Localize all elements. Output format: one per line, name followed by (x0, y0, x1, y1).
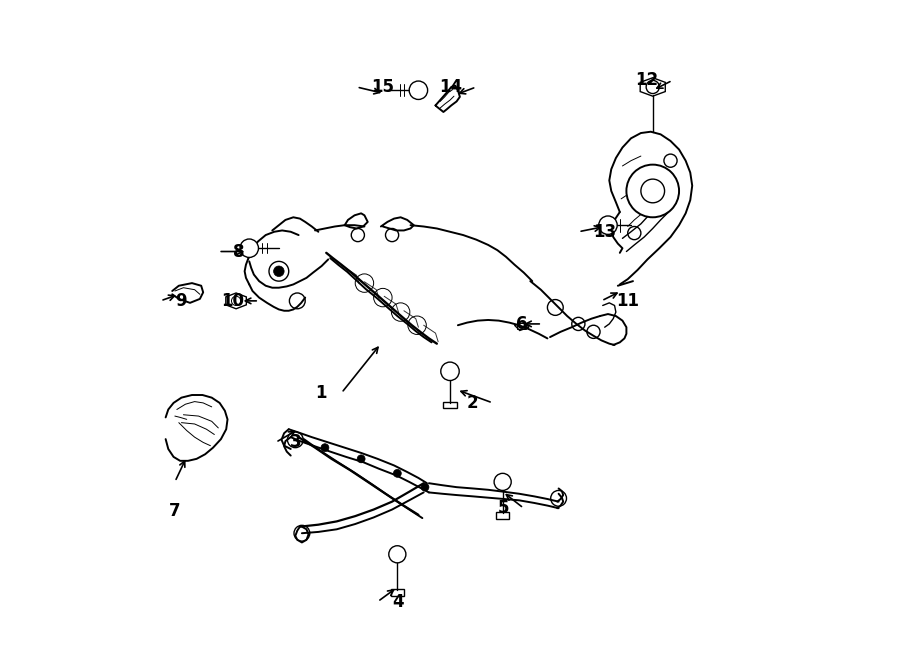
Bar (518, 323, 526, 329)
Bar (391, 589, 404, 596)
Circle shape (389, 546, 406, 563)
Text: 8: 8 (233, 243, 244, 260)
Text: 11: 11 (616, 292, 639, 310)
Text: 12: 12 (634, 71, 658, 89)
Text: 1: 1 (315, 384, 327, 402)
Text: 15: 15 (371, 78, 394, 96)
Circle shape (240, 239, 258, 257)
Circle shape (421, 483, 429, 491)
Text: 3: 3 (290, 434, 302, 451)
Text: 9: 9 (175, 292, 186, 310)
Circle shape (410, 81, 427, 99)
Bar (444, 403, 456, 408)
Text: 13: 13 (593, 223, 616, 241)
Circle shape (357, 455, 365, 463)
Bar (496, 512, 509, 519)
Circle shape (274, 266, 284, 276)
Text: 5: 5 (498, 499, 509, 517)
Circle shape (626, 165, 680, 217)
Circle shape (494, 473, 511, 490)
Text: 14: 14 (438, 78, 462, 96)
Text: 7: 7 (169, 502, 181, 520)
Circle shape (598, 216, 617, 235)
Circle shape (231, 296, 240, 305)
Text: 2: 2 (467, 394, 478, 412)
Text: 6: 6 (517, 315, 527, 333)
Text: 10: 10 (221, 292, 245, 310)
Circle shape (393, 469, 401, 477)
Circle shape (321, 444, 328, 451)
Circle shape (441, 362, 459, 381)
Text: 4: 4 (392, 593, 404, 611)
